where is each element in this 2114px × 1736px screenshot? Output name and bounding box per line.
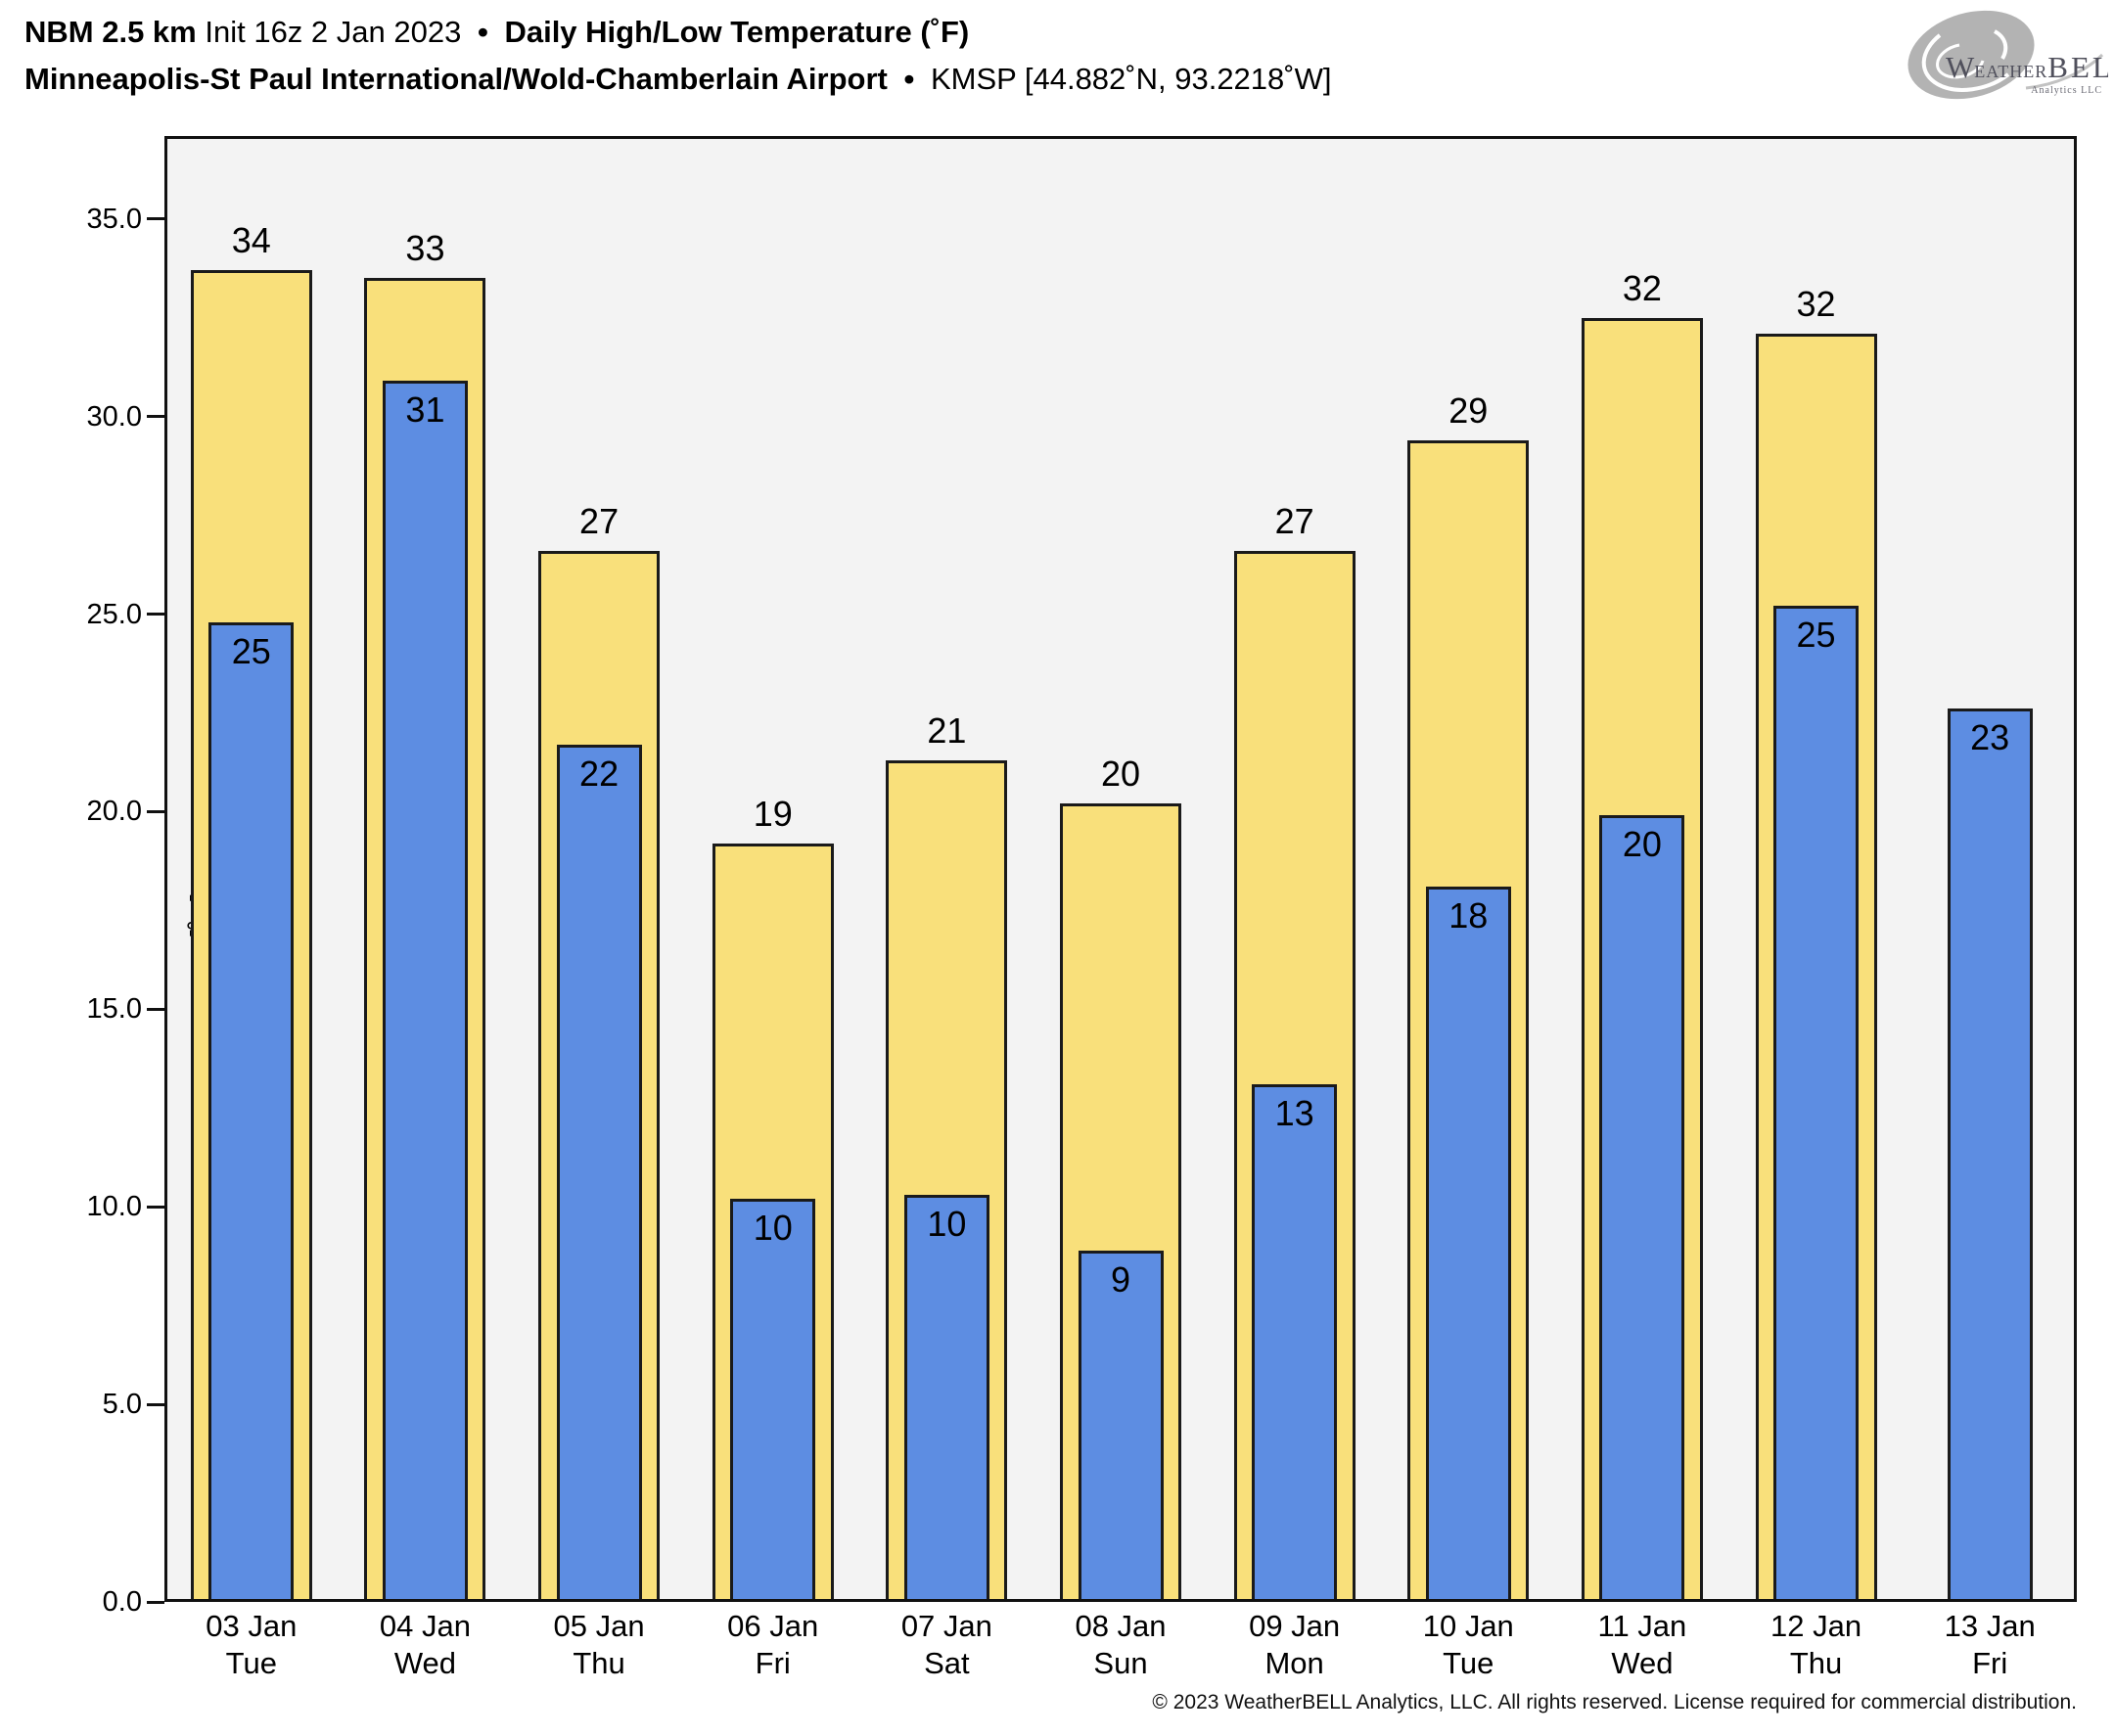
- x-label-day: Thu: [1789, 1646, 1843, 1680]
- bar-high-label: 32: [1796, 283, 1836, 324]
- hurricane-swirl-icon: [1901, 10, 2104, 112]
- x-label-date: 10 Jan: [1422, 1609, 1514, 1643]
- copyright-notice: © 2023 WeatherBELL Analytics, LLC. All r…: [1152, 1691, 2077, 1713]
- y-tick-label: 10.0: [86, 1191, 142, 1223]
- station-id: KMSP [44.882˚N, 93.2218˚W]: [930, 62, 1332, 96]
- y-tick-label: 0.0: [102, 1586, 142, 1618]
- y-tick: [147, 1402, 164, 1406]
- y-tick-label: 25.0: [86, 598, 142, 630]
- bar-low-label: 9: [1110, 1258, 1131, 1300]
- y-tick: [147, 217, 164, 221]
- x-label-date: 12 Jan: [1769, 1609, 1862, 1643]
- logo-subtext: Analytics LLC: [2031, 85, 2102, 96]
- bar-low-09-jan: [1252, 1084, 1338, 1602]
- x-label-day: Wed: [393, 1646, 457, 1680]
- y-tick-label: 35.0: [86, 203, 142, 235]
- x-label-day: Tue: [225, 1646, 277, 1680]
- x-label-date: 08 Jan: [1075, 1609, 1167, 1643]
- bar-high-label: 20: [1100, 754, 1141, 795]
- bar-low-label: 22: [579, 753, 620, 794]
- bar-low-label: 13: [1274, 1093, 1314, 1134]
- bar-high-label: 34: [231, 220, 271, 261]
- title-line-2: Minneapolis-St Paul International/Wold-C…: [24, 60, 1331, 99]
- bar-low-08-jan: [1078, 1250, 1164, 1602]
- model-name: NBM 2.5 km: [24, 15, 197, 49]
- plot-area: Temperature [˚F] 0.05.010.015.020.025.03…: [87, 136, 2077, 1680]
- x-label-date: 03 Jan: [206, 1609, 298, 1643]
- x-label-date: 13 Jan: [1944, 1609, 2036, 1643]
- x-label-day: Thu: [573, 1646, 625, 1680]
- y-tick-label: 5.0: [102, 1389, 142, 1421]
- y-tick-label: 20.0: [86, 796, 142, 828]
- x-label-date: 06 Jan: [727, 1609, 819, 1643]
- y-tick: [147, 1007, 164, 1011]
- bar-low-10-jan: [1425, 887, 1511, 1602]
- bar-low-label: 25: [231, 630, 271, 671]
- bar-high-label: 27: [1274, 500, 1314, 541]
- bar-low-11-jan: [1599, 815, 1685, 1602]
- bar-low-label: 23: [1970, 717, 2010, 758]
- bar-low-label: 18: [1448, 895, 1489, 937]
- y-tick: [147, 809, 164, 813]
- bar-low-label: 31: [405, 389, 445, 431]
- y-tick-label: 15.0: [86, 993, 142, 1026]
- bar-low-13-jan: [1947, 708, 2033, 1602]
- bar-low-label: 10: [927, 1204, 967, 1245]
- bullet-separator: •: [477, 15, 488, 49]
- bar-high-label: 27: [579, 500, 620, 541]
- x-label-day: Fri: [755, 1646, 791, 1680]
- bar-low-04-jan: [382, 381, 468, 1602]
- init-time: Init 16z 2 Jan 2023: [205, 15, 462, 49]
- x-label-date: 09 Jan: [1249, 1609, 1341, 1643]
- bar-low-label: 20: [1622, 824, 1662, 865]
- bar-low-label: 25: [1796, 615, 1836, 656]
- bar-low-05-jan: [556, 744, 642, 1602]
- bar-low-12-jan: [1773, 606, 1860, 1602]
- y-tick: [147, 613, 164, 617]
- bar-high-label: 33: [405, 228, 445, 269]
- bar-high-label: 21: [927, 709, 967, 751]
- y-tick: [147, 1205, 164, 1209]
- logo-wordmark: WEATHERBELL: [1946, 50, 2108, 84]
- bar-low-07-jan: [903, 1195, 989, 1602]
- x-label-day: Wed: [1611, 1646, 1674, 1680]
- bar-low-06-jan: [730, 1199, 816, 1602]
- bar-low-03-jan: [208, 621, 295, 1602]
- x-label-date: 07 Jan: [900, 1609, 992, 1643]
- x-label-date: 11 Jan: [1597, 1609, 1687, 1643]
- bar-high-label: 19: [753, 793, 793, 834]
- bar-high-label: 32: [1622, 267, 1662, 308]
- weatherbell-logo: WEATHERBELL Analytics LLC: [1901, 10, 2108, 112]
- y-tick: [147, 1600, 164, 1604]
- bullet-separator: •: [903, 62, 915, 96]
- station-name: Minneapolis-St Paul International/Wold-C…: [24, 62, 888, 96]
- x-label-date: 04 Jan: [379, 1609, 471, 1643]
- x-label-day: Tue: [1443, 1646, 1494, 1680]
- x-label-day: Sun: [1093, 1646, 1148, 1680]
- x-label-day: Fri: [1972, 1646, 2008, 1680]
- bar-low-label: 10: [753, 1208, 793, 1249]
- x-label-date: 05 Jan: [553, 1609, 645, 1643]
- y-tick-label: 30.0: [86, 400, 142, 433]
- x-label-day: Sat: [924, 1646, 970, 1680]
- title-line-1: NBM 2.5 km Init 16z 2 Jan 2023 • Daily H…: [24, 13, 969, 52]
- y-tick: [147, 415, 164, 419]
- bar-high-label: 29: [1448, 389, 1489, 431]
- product-name: Daily High/Low Temperature (˚F): [504, 15, 970, 49]
- x-label-day: Mon: [1264, 1646, 1324, 1680]
